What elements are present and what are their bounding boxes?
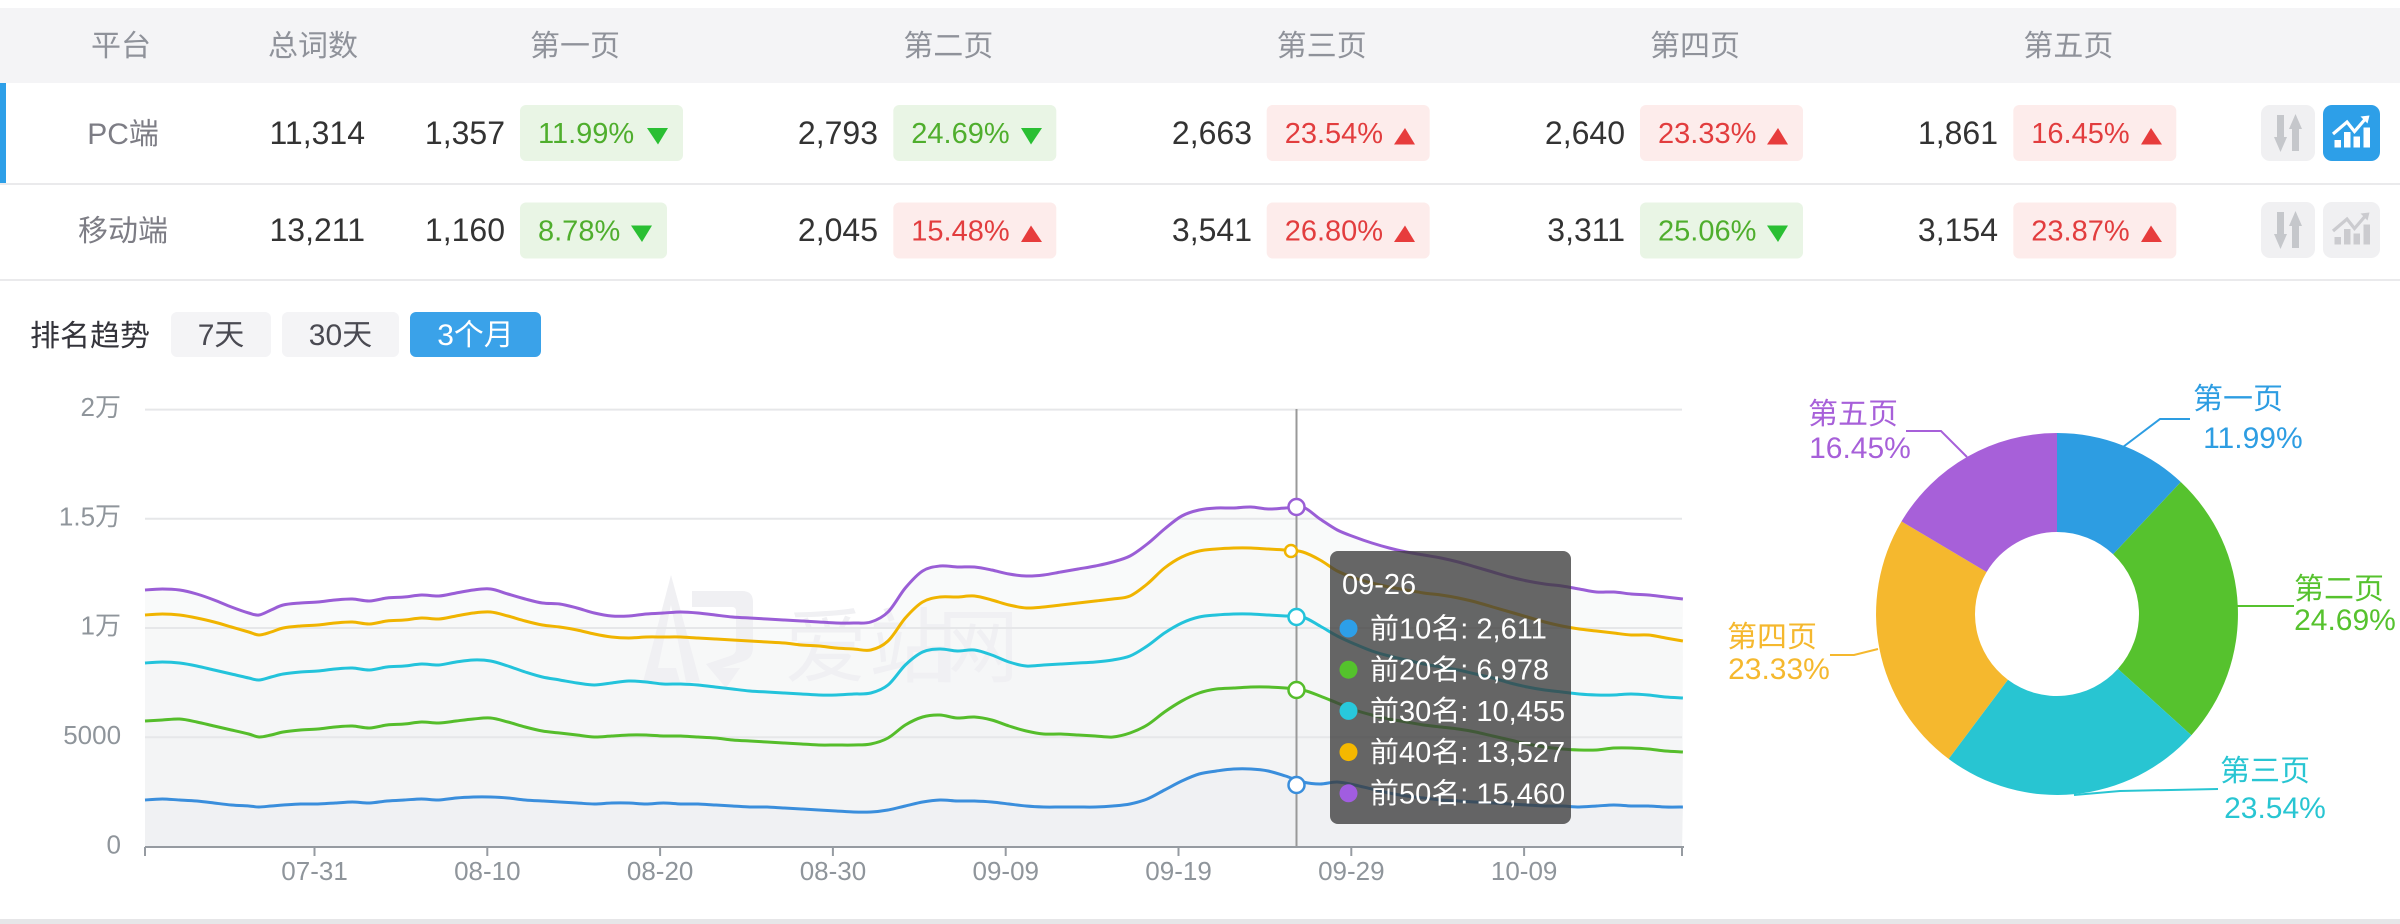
svg-text:1.5: 1.5 bbox=[59, 501, 95, 531]
svg-text:13,211: 13,211 bbox=[270, 212, 366, 248]
svg-text:2,663: 2,663 bbox=[1172, 115, 1252, 151]
svg-text:24.69%: 24.69% bbox=[911, 118, 1009, 150]
svg-text:2,045: 2,045 bbox=[798, 212, 878, 248]
svg-text:15.48%: 15.48% bbox=[911, 216, 1009, 248]
svg-text:09-26: 09-26 bbox=[1342, 569, 1416, 601]
svg-text:PC: PC bbox=[87, 118, 129, 151]
svg-text:2: 2 bbox=[81, 392, 95, 422]
svg-text:40: 40 bbox=[1399, 737, 1431, 769]
svg-text:23.33%: 23.33% bbox=[1658, 118, 1756, 150]
svg-text:23.87%: 23.87% bbox=[2031, 216, 2129, 248]
svg-text:30: 30 bbox=[309, 319, 342, 352]
svg-text:07-31: 07-31 bbox=[281, 856, 348, 886]
svg-text:1,861: 1,861 bbox=[1918, 115, 1998, 151]
svg-text:50: 50 bbox=[1399, 778, 1431, 810]
svg-text:16.45%: 16.45% bbox=[1809, 432, 1911, 465]
svg-text:09-29: 09-29 bbox=[1318, 856, 1385, 886]
svg-text:08-30: 08-30 bbox=[800, 856, 867, 886]
svg-text:10-09: 10-09 bbox=[1491, 856, 1558, 886]
svg-text:0: 0 bbox=[107, 830, 121, 860]
svg-text:26.80%: 26.80% bbox=[1285, 216, 1383, 248]
svg-text:1: 1 bbox=[81, 611, 95, 641]
svg-text:23.54%: 23.54% bbox=[2224, 792, 2326, 825]
svg-text:: 13,527: : 13,527 bbox=[1460, 737, 1565, 769]
svg-text:3,154: 3,154 bbox=[1918, 212, 1998, 248]
svg-text:08-10: 08-10 bbox=[454, 856, 520, 886]
svg-text:1,160: 1,160 bbox=[425, 212, 505, 248]
svg-text:3: 3 bbox=[437, 319, 454, 352]
svg-text:16.45%: 16.45% bbox=[2031, 118, 2129, 150]
svg-text:: 15,460: : 15,460 bbox=[1460, 778, 1565, 810]
svg-text:2,640: 2,640 bbox=[1545, 115, 1625, 151]
svg-text:8.78%: 8.78% bbox=[538, 216, 620, 248]
svg-text:24.69%: 24.69% bbox=[2294, 604, 2396, 637]
svg-text:1,357: 1,357 bbox=[425, 115, 505, 151]
svg-text:11,314: 11,314 bbox=[270, 115, 366, 151]
svg-text:23.54%: 23.54% bbox=[1285, 118, 1383, 150]
svg-text:25.06%: 25.06% bbox=[1658, 216, 1756, 248]
svg-text:08-20: 08-20 bbox=[627, 856, 694, 886]
svg-text:3,311: 3,311 bbox=[1547, 212, 1625, 248]
svg-text:7: 7 bbox=[198, 319, 215, 352]
svg-text:2,793: 2,793 bbox=[798, 115, 878, 151]
svg-text:23.33%: 23.33% bbox=[1728, 653, 1830, 686]
svg-text:09-19: 09-19 bbox=[1145, 856, 1212, 886]
svg-text:11.99%: 11.99% bbox=[538, 118, 634, 150]
svg-text:5000: 5000 bbox=[63, 720, 121, 750]
svg-text:: 6,978: : 6,978 bbox=[1460, 655, 1549, 687]
svg-text:: 10,455: : 10,455 bbox=[1460, 696, 1565, 728]
svg-text:10: 10 bbox=[1399, 614, 1431, 646]
svg-text:09-09: 09-09 bbox=[973, 856, 1040, 886]
svg-text:: 2,611: : 2,611 bbox=[1460, 614, 1547, 646]
svg-text:11.99%: 11.99% bbox=[2203, 422, 2303, 455]
svg-text:20: 20 bbox=[1399, 655, 1431, 687]
svg-text:3,541: 3,541 bbox=[1172, 212, 1252, 248]
svg-text:30: 30 bbox=[1399, 696, 1431, 728]
